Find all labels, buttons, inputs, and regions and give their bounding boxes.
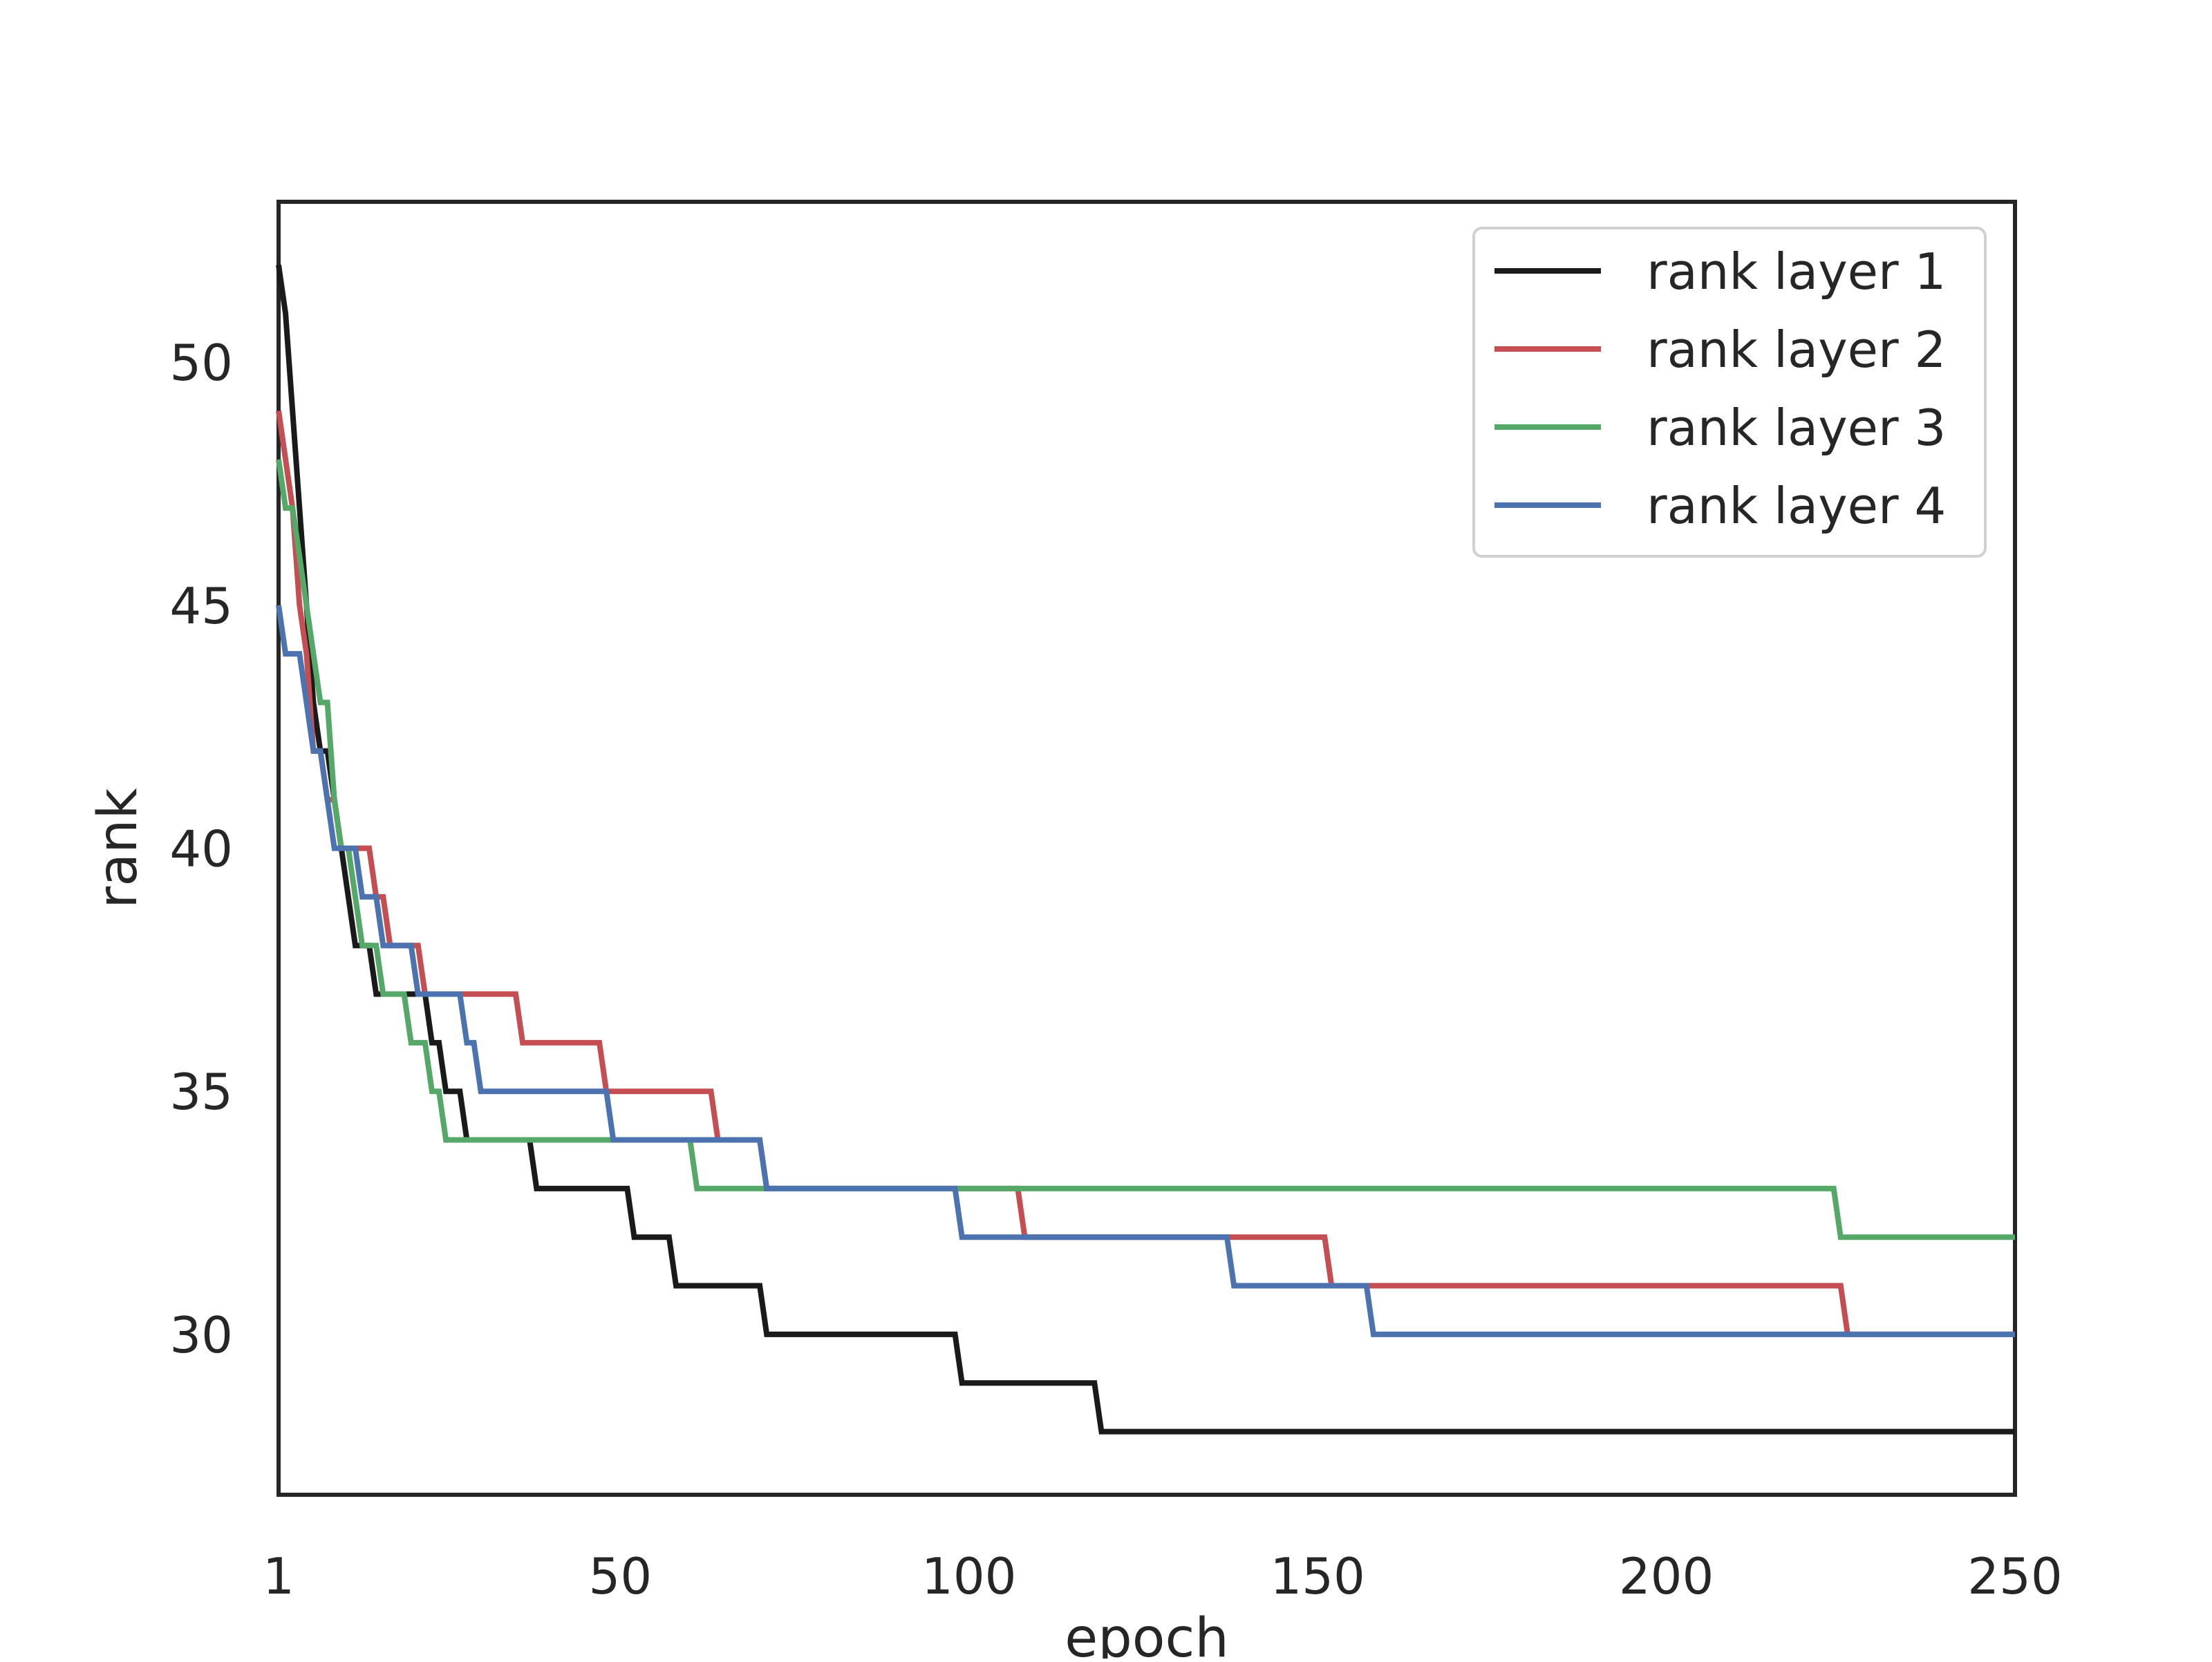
x-tick-label: 50 <box>589 1547 653 1605</box>
legend: rank layer 1 rank layer 2 rank layer 3 rank… <box>1472 227 1987 558</box>
series-layer <box>276 264 2015 1435</box>
x-tick-label: 150 <box>1270 1547 1365 1605</box>
x-axis-ticks: 1 50 100 150 200 250 <box>263 1547 2063 1605</box>
y-axis-label: rank <box>87 788 149 908</box>
y-tick-label: 40 <box>169 820 233 878</box>
y-tick-label: 30 <box>169 1306 233 1364</box>
y-tick-label: 50 <box>169 334 233 392</box>
x-tick-label: 200 <box>1619 1547 1714 1605</box>
series-line-4 <box>276 605 2015 1337</box>
x-tick-label: 100 <box>921 1547 1016 1605</box>
x-tick-label: 250 <box>1967 1547 2062 1605</box>
legend-label-4: rank layer 4 <box>1647 477 1946 535</box>
legend-box <box>1472 227 1987 558</box>
y-tick-label: 35 <box>169 1063 233 1121</box>
y-axis-ticks: 30 35 40 45 50 <box>169 334 233 1364</box>
x-tick-label: 1 <box>263 1547 294 1605</box>
y-tick-label: 45 <box>169 577 233 635</box>
legend-label-1: rank layer 1 <box>1647 243 1946 301</box>
x-axis-label: epoch <box>1065 1607 1229 1659</box>
series-line-3 <box>276 459 2015 1240</box>
legend-label-3: rank layer 3 <box>1647 399 1946 457</box>
legend-label-2: rank layer 2 <box>1647 321 1946 379</box>
